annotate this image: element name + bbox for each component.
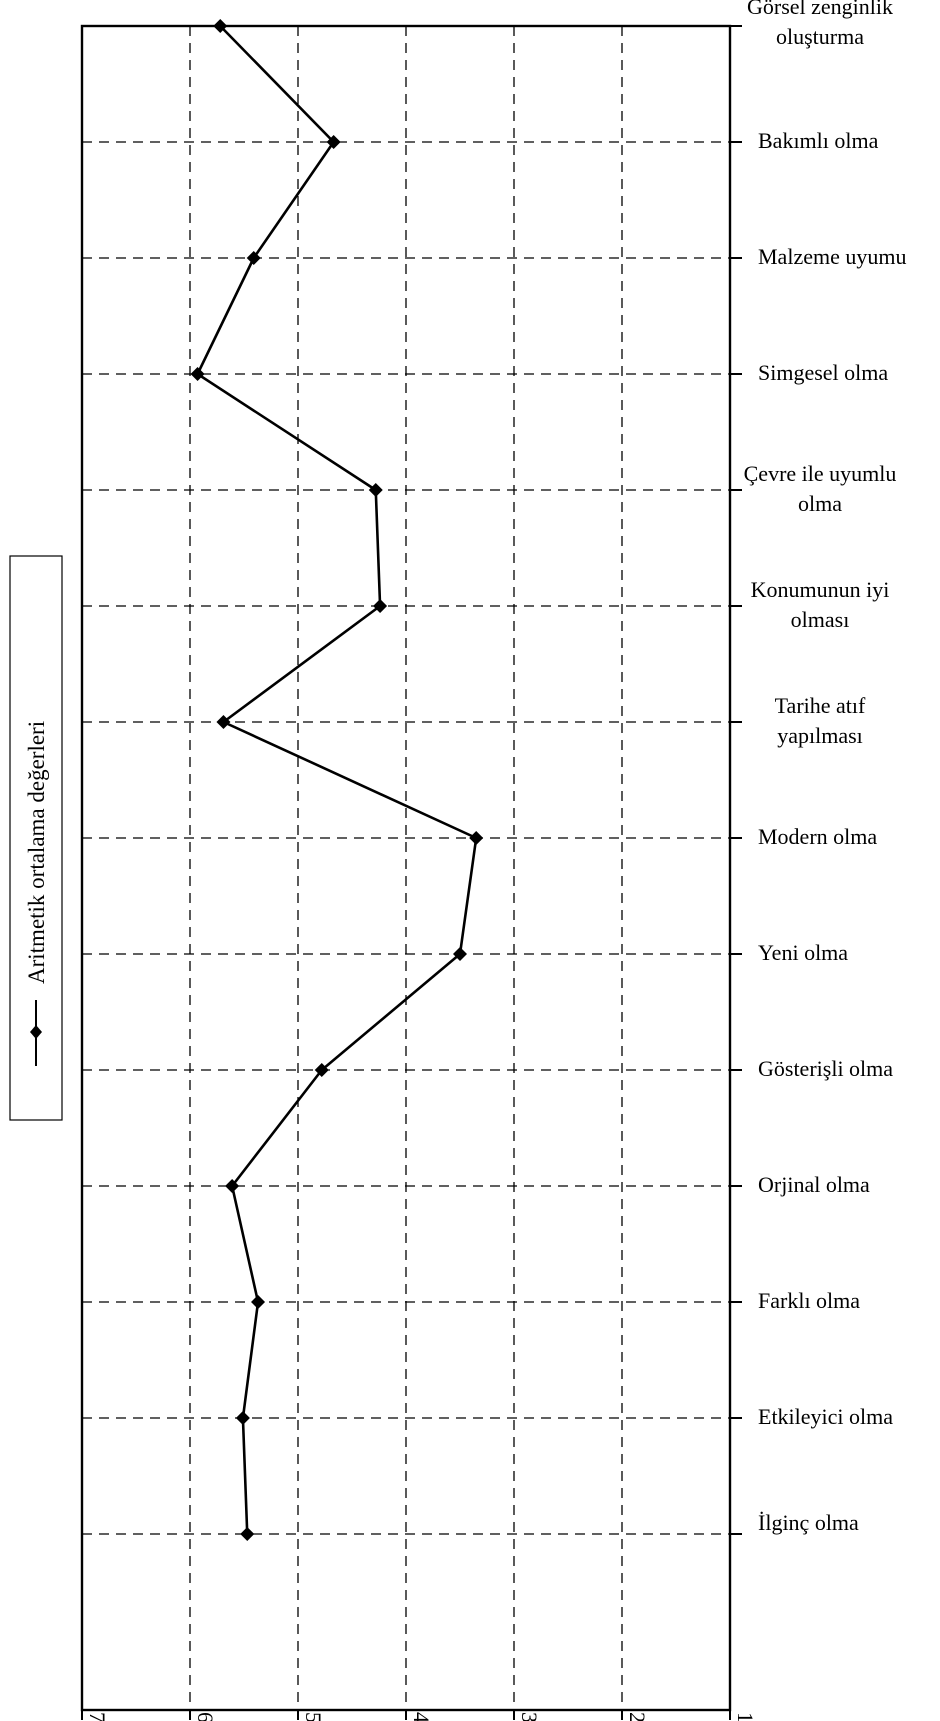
data-point bbox=[251, 1295, 266, 1309]
legend-series-name: Aritmetik ortalama değerleri bbox=[24, 721, 49, 984]
value-tick-label: 7 bbox=[85, 1712, 110, 1721]
data-point bbox=[235, 1411, 250, 1425]
category-label: İlginç olma bbox=[758, 1510, 859, 1535]
data-point bbox=[368, 483, 383, 497]
value-tick-label: 4 bbox=[409, 1712, 434, 1721]
data-point bbox=[469, 831, 484, 845]
category-label: Simgesel olma bbox=[758, 360, 888, 385]
category-label: Farklı olma bbox=[758, 1288, 860, 1313]
legend-marker-sample bbox=[30, 1025, 42, 1039]
value-axis: 7 6 5 4 3 2 1 bbox=[81, 1710, 758, 1721]
value-tick-label: 1 bbox=[733, 1712, 758, 1721]
category-label: Konumunun iyi bbox=[751, 577, 890, 602]
data-point bbox=[326, 135, 341, 149]
category-label: Etkileyici olma bbox=[758, 1404, 893, 1429]
category-axis: Görsel zenginlik oluşturma Bakımlı olma Mal… bbox=[730, 0, 906, 1535]
data-point bbox=[216, 715, 231, 729]
category-label: Çevre ile uyumlu bbox=[744, 461, 897, 486]
category-label: Malzeme uyumu bbox=[758, 244, 906, 269]
value-tick-label: 6 bbox=[193, 1712, 218, 1721]
data-point bbox=[213, 19, 228, 33]
category-label: Yeni olma bbox=[758, 940, 848, 965]
data-point bbox=[225, 1179, 240, 1193]
series-layer bbox=[190, 19, 484, 1541]
category-label: Tarihe atıf bbox=[775, 693, 866, 718]
category-label: Bakımlı olma bbox=[758, 128, 879, 153]
category-label: Modern olma bbox=[758, 824, 877, 849]
gridlines bbox=[82, 26, 730, 1710]
data-point bbox=[453, 947, 467, 961]
value-tick-label: 2 bbox=[625, 1712, 650, 1721]
category-label: oluşturma bbox=[776, 24, 864, 49]
data-point bbox=[314, 1063, 329, 1077]
data-point bbox=[246, 251, 261, 265]
category-label: Gösterişli olma bbox=[758, 1056, 893, 1081]
category-label: yapılması bbox=[777, 723, 863, 748]
legend: Aritmetik ortalama değerleri bbox=[9, 555, 63, 1121]
data-point bbox=[373, 599, 388, 613]
data-point bbox=[240, 1527, 255, 1541]
data-point bbox=[190, 367, 205, 381]
value-tick-label: 5 bbox=[301, 1712, 326, 1721]
category-label: olması bbox=[791, 607, 850, 632]
series-line bbox=[196, 25, 478, 1535]
category-label: Orjinal olma bbox=[758, 1172, 870, 1197]
category-label: Görsel zenginlik bbox=[747, 0, 893, 19]
category-label: olma bbox=[798, 491, 842, 516]
value-tick-label: 3 bbox=[517, 1712, 542, 1721]
